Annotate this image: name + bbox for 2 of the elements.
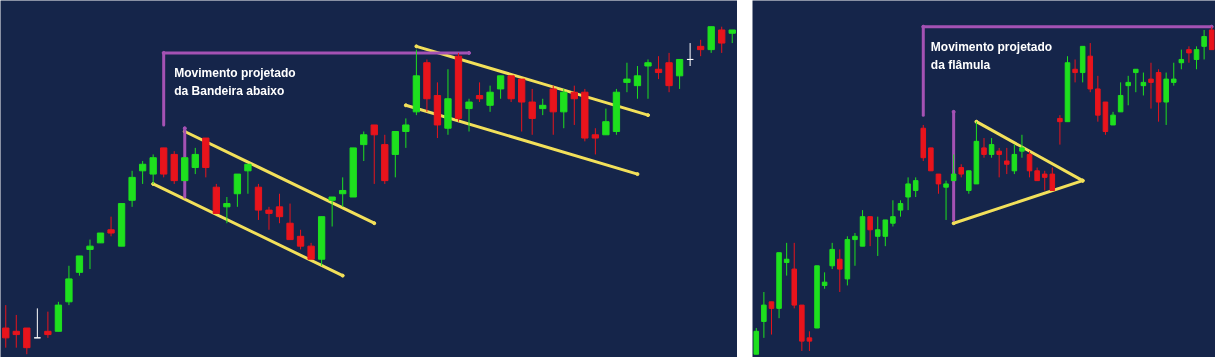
- annotation: Movimento projetado da Bandeira abaixo: [174, 66, 296, 99]
- annotation: Movimento projetado da flâmula: [930, 39, 1053, 72]
